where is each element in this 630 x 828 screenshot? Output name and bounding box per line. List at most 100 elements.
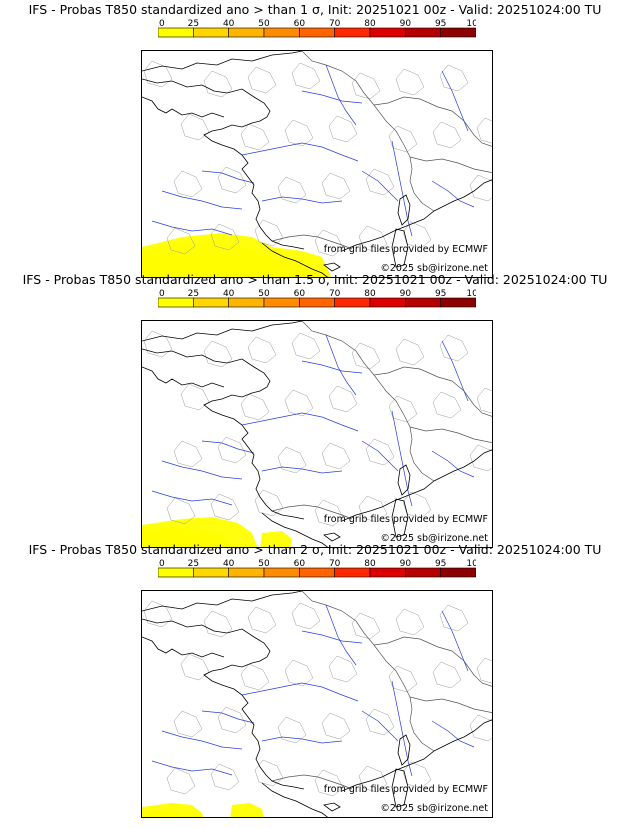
- admin-boundary: [166, 767, 196, 795]
- colorbar: 10 25 40 50 60 70 80 90 95 100: [158, 559, 476, 578]
- admin-boundary: [476, 117, 492, 144]
- admin-boundary: [166, 497, 196, 525]
- admin-boundary: [365, 168, 395, 196]
- admin-boundary: [284, 119, 314, 147]
- admin-boundary: [365, 438, 395, 466]
- colorbar-segment: [263, 567, 300, 578]
- admin-boundary: [210, 493, 240, 521]
- river-line: [391, 680, 413, 777]
- map-panel-1-5sigma: IFS - Probas T850 standardized ano > tha…: [0, 272, 630, 548]
- colorbar-tick-label: 90: [400, 559, 412, 569]
- colorbar-segment: [369, 297, 406, 308]
- panel-title: IFS - Probas T850 standardized ano > tha…: [28, 542, 602, 557]
- admin-boundary: [284, 659, 314, 687]
- colorbar-tick-label: 50: [258, 289, 270, 299]
- copyright-credit: ©2025 sb@irizone.net: [380, 263, 488, 274]
- river-line: [241, 682, 359, 702]
- balearic-island: [323, 802, 341, 812]
- corsica-island: [397, 734, 411, 766]
- colorbar-segment: [193, 567, 229, 578]
- admin-boundary: [358, 765, 388, 793]
- admin-boundary: [439, 604, 469, 632]
- colorbar-tick-label: 25: [188, 19, 199, 29]
- admin-boundary: [240, 663, 270, 691]
- admin-boundary: [291, 602, 321, 630]
- admin-boundary: [402, 221, 432, 249]
- admin-boundary: [395, 608, 425, 636]
- admin-boundary: [321, 442, 351, 470]
- colorbar-tick-label: 95: [435, 289, 446, 299]
- river-line: [325, 64, 357, 126]
- admin-boundary: [240, 393, 270, 421]
- colorbar-segment: [405, 567, 441, 578]
- colorbar-segment: [228, 297, 265, 308]
- river-line: [441, 610, 469, 672]
- river-line: [441, 70, 469, 132]
- river-line: [261, 466, 343, 474]
- colorbar-tick-label: 50: [258, 559, 270, 569]
- probability-area: [260, 531, 292, 547]
- probability-area: [142, 517, 258, 547]
- admin-boundary: [254, 489, 284, 517]
- admin-boundary: [395, 68, 425, 96]
- corsica-island: [397, 464, 411, 496]
- admin-boundary: [328, 655, 358, 683]
- river-line: [361, 170, 399, 202]
- admin-boundary: [180, 113, 210, 141]
- admin-boundary: [469, 714, 492, 742]
- colorbar-tick-label: 95: [435, 559, 446, 569]
- coastline: [142, 321, 492, 547]
- colorbar-segment: [334, 27, 371, 38]
- admin-boundary: [254, 759, 284, 787]
- river-line: [161, 190, 243, 210]
- river-line: [151, 760, 233, 776]
- admin-boundary: [277, 176, 307, 204]
- admin-boundary: [284, 389, 314, 417]
- colorbar-segment: [334, 297, 371, 308]
- admin-boundary: [217, 166, 247, 194]
- colorbar-segment: [334, 567, 371, 578]
- river-line: [151, 220, 233, 236]
- colorbar-segment: [440, 297, 476, 308]
- colorbar-tick-label: 40: [223, 559, 235, 569]
- admin-boundary: [351, 342, 381, 370]
- country-border: [271, 51, 492, 250]
- river-line: [431, 720, 475, 748]
- river-line: [301, 90, 363, 104]
- admin-boundary: [388, 125, 418, 153]
- colorbar-tick-label: 100: [466, 19, 476, 29]
- river-line: [361, 710, 399, 742]
- colorbar-segment: [405, 27, 441, 38]
- admin-boundary: [432, 121, 462, 149]
- admin-boundary: [402, 491, 432, 519]
- probability-area: [142, 233, 332, 277]
- colorbar-segment: [228, 567, 265, 578]
- admin-boundary: [210, 763, 240, 791]
- admin-boundary: [469, 444, 492, 472]
- colorbar-tick-label: 100: [466, 289, 476, 299]
- colorbar-segment: [263, 297, 300, 308]
- colorbar-tick-label: 80: [364, 559, 376, 569]
- colorbar-tick-label: 60: [294, 559, 306, 569]
- country-border: [271, 591, 492, 790]
- panel-title: IFS - Probas T850 standardized ano > tha…: [28, 2, 602, 17]
- admin-boundary: [217, 436, 247, 464]
- admin-boundary: [328, 115, 358, 143]
- admin-boundary: [432, 391, 462, 419]
- river-line: [241, 412, 359, 432]
- admin-boundary: [247, 66, 277, 94]
- colorbar-segment: [299, 297, 335, 308]
- colorbar-segment: [440, 567, 476, 578]
- colorbar-segment: [405, 297, 441, 308]
- admin-boundary: [395, 338, 425, 366]
- colorbar-tick-label: 25: [188, 289, 199, 299]
- colorbar-tick-label: 25: [188, 559, 199, 569]
- admin-boundary: [314, 499, 344, 527]
- admin-boundary: [277, 446, 307, 474]
- river-line: [201, 710, 255, 724]
- admin-boundary: [203, 340, 233, 368]
- admin-boundary: [210, 223, 240, 251]
- colorbar-segment: [158, 567, 194, 578]
- colorbar-tick-label: 60: [294, 19, 306, 29]
- balearic-island: [323, 532, 341, 542]
